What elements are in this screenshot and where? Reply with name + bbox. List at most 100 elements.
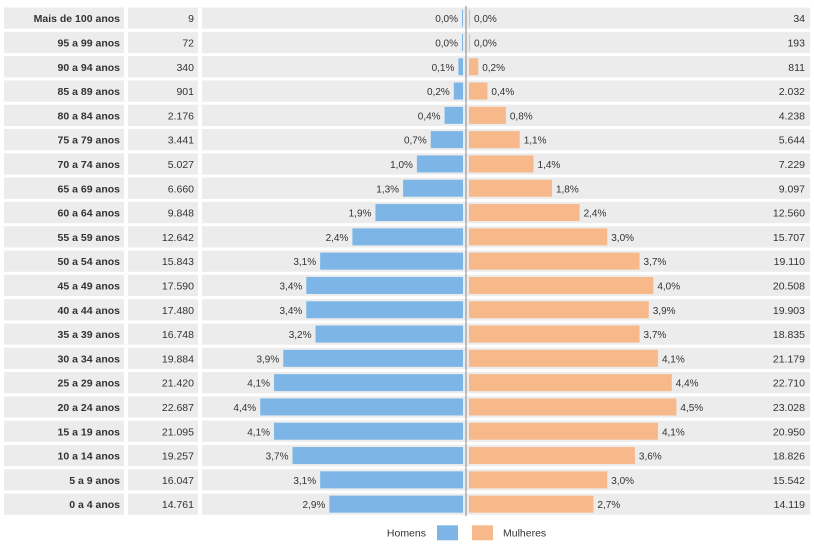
men-count-label: 19.257 [162, 451, 194, 463]
men-count-label: 15.843 [162, 256, 194, 268]
men-count-label: 340 [176, 62, 194, 74]
legend-label-women: Mulheres [503, 527, 546, 539]
women-percent-label: 3,7% [644, 257, 667, 268]
men-count-label: 901 [176, 86, 194, 98]
women-percent-label: 4,1% [662, 427, 685, 438]
women-bar [469, 228, 608, 246]
women-percent-label: 3,0% [611, 233, 634, 244]
women-count-label: 18.826 [773, 451, 805, 463]
women-percent-label: 3,9% [653, 306, 676, 317]
men-count-label: 16.748 [162, 329, 194, 341]
women-count-label: 15.707 [773, 232, 805, 244]
women-bar [469, 349, 658, 367]
women-bar [469, 301, 649, 319]
women-bar [469, 447, 635, 465]
men-bar [403, 179, 463, 197]
women-percent-label: 0,2% [482, 63, 505, 74]
men-count-label: 2.176 [168, 110, 194, 122]
women-percent-label: 1,8% [556, 184, 579, 195]
men-count-label: 16.047 [162, 475, 194, 487]
women-bar [469, 374, 672, 392]
men-percent-label: 0,4% [418, 111, 441, 122]
women-bar [469, 82, 488, 100]
women-count-label: 19.110 [774, 256, 805, 268]
women-percent-label: 3,7% [644, 330, 667, 341]
women-count-label: 12.560 [773, 208, 805, 220]
men-percent-label: 3,9% [256, 354, 279, 365]
age-group-label: 50 a 54 anos [58, 256, 121, 268]
women-percent-label: 4,1% [662, 354, 685, 365]
men-bar [416, 155, 463, 173]
stripe-divider [198, 250, 202, 272]
stripe-divider [124, 323, 128, 345]
age-group-label: 20 a 24 anos [58, 402, 121, 414]
men-bar [274, 374, 463, 392]
women-bar [469, 422, 658, 440]
men-bar [260, 398, 463, 416]
women-count-label: 193 [787, 37, 805, 49]
stripe-divider [198, 420, 202, 442]
men-count-label: 6.660 [168, 183, 194, 195]
stripe-divider [198, 299, 202, 321]
age-group-label: 5 a 9 anos [69, 475, 120, 487]
men-bar [375, 204, 463, 222]
men-percent-label: 4,1% [247, 427, 270, 438]
women-bar [469, 155, 534, 173]
women-count-label: 34 [793, 13, 805, 25]
age-group-label: 95 a 99 anos [58, 37, 121, 49]
men-percent-label: 1,9% [349, 209, 372, 220]
age-group-label: 80 a 84 anos [58, 110, 121, 122]
stripe-divider [198, 493, 202, 515]
age-group-label: 0 a 4 anos [69, 499, 120, 511]
stripe-divider [124, 56, 128, 78]
row-stripe [4, 104, 810, 126]
row-stripe [4, 7, 810, 29]
men-bar [306, 301, 463, 319]
men-percent-label: 1,0% [390, 160, 413, 171]
men-percent-label: 0,0% [435, 14, 458, 25]
age-group-label: 55 a 59 anos [58, 232, 121, 244]
men-count-label: 19.884 [162, 353, 194, 365]
stripe-divider [124, 493, 128, 515]
stripe-divider [124, 347, 128, 369]
stripe-divider [124, 7, 128, 29]
men-percent-label: 0,2% [427, 87, 450, 98]
men-count-label: 22.687 [162, 402, 194, 414]
women-bar [469, 252, 640, 270]
men-percent-label: 2,4% [326, 233, 349, 244]
age-group-label: 15 a 19 anos [58, 426, 121, 438]
women-percent-label: 4,0% [657, 281, 680, 292]
stripe-divider [198, 347, 202, 369]
men-count-label: 5.027 [168, 159, 194, 171]
men-percent-label: 3,7% [266, 452, 289, 463]
women-count-label: 811 [788, 62, 805, 74]
men-bar [315, 325, 463, 343]
row-stripe [4, 153, 810, 175]
stripe-divider [124, 250, 128, 272]
women-bar [469, 471, 608, 489]
women-percent-label: 0,4% [491, 87, 514, 98]
women-count-label: 19.903 [773, 305, 805, 317]
women-count-label: 21.179 [773, 353, 805, 365]
men-percent-label: 3,1% [293, 257, 316, 268]
women-percent-label: 0,0% [474, 14, 497, 25]
age-group-label: 60 a 64 anos [58, 208, 121, 220]
women-percent-label: 1,4% [538, 160, 561, 171]
stripe-divider [198, 444, 202, 467]
women-bar [469, 495, 594, 513]
women-bar [469, 204, 580, 222]
bars-layer [260, 6, 677, 517]
stripe-divider [124, 444, 128, 467]
women-count-label: 23.028 [773, 402, 805, 414]
men-count-label: 21.095 [162, 426, 194, 438]
men-bar [320, 471, 463, 489]
legend-label-men: Homens [387, 527, 426, 539]
women-count-label: 18.835 [773, 329, 805, 341]
stripe-divider [124, 226, 128, 248]
men-bar [462, 9, 463, 27]
age-group-label: Mais de 100 anos [34, 13, 121, 25]
stripe-divider [198, 372, 202, 394]
women-bar [469, 276, 654, 294]
stripe-divider [124, 104, 128, 126]
men-percent-label: 0,1% [432, 63, 455, 74]
